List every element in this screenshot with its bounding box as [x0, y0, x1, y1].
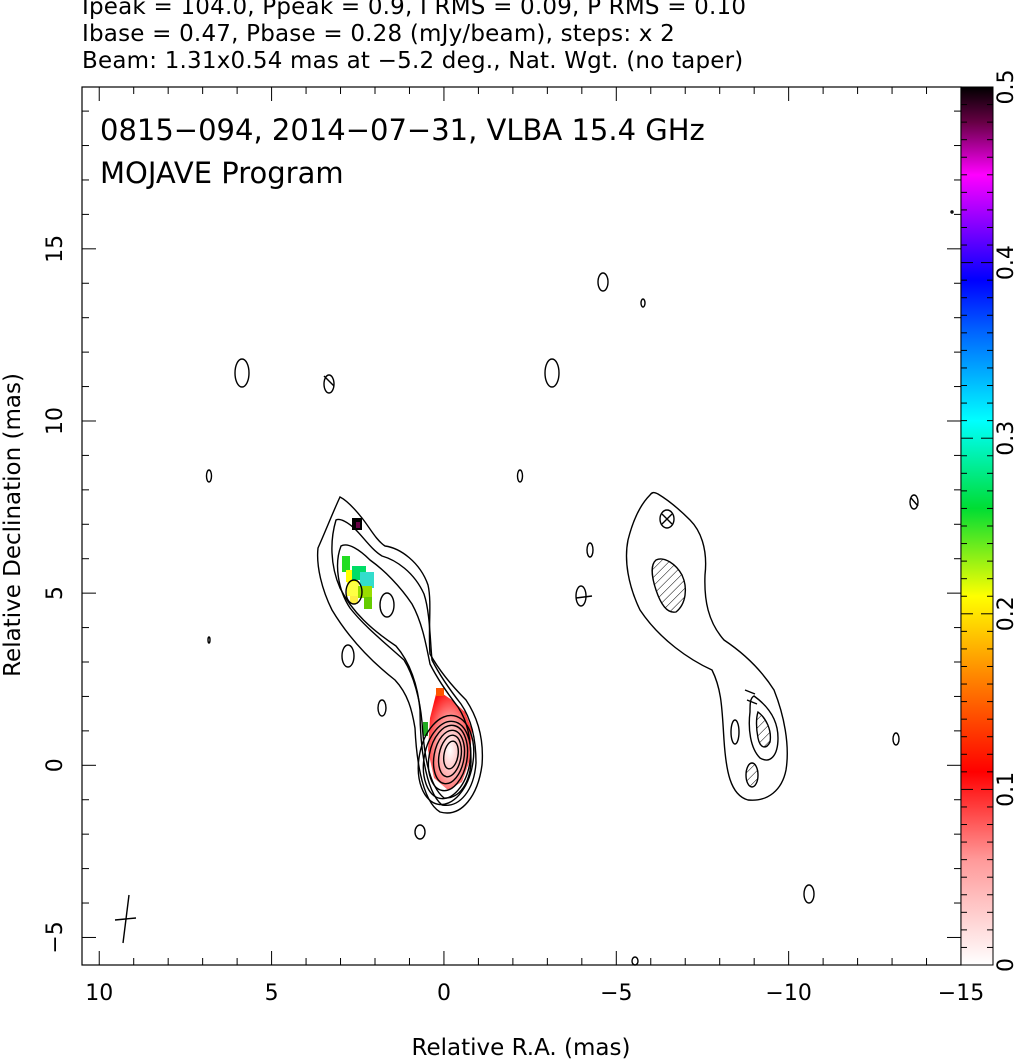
colorbar-tick-label: 0.1 — [994, 772, 1019, 807]
x-axis-label: Relative R.A. (mas) — [412, 1035, 631, 1060]
header-line-beam: Beam: 1.31x0.54 mas at −5.2 deg., Nat. W… — [82, 48, 744, 74]
colorbar-tick-label: 0.3 — [994, 421, 1019, 456]
beam-marker — [114, 894, 137, 944]
plot-frame — [81, 86, 962, 966]
colorbar-tick-label: 0 — [994, 958, 1019, 972]
secondary-contours — [625, 491, 788, 801]
y-tick-label: 5 — [43, 586, 68, 600]
x-tick-label: 0 — [437, 981, 451, 1006]
x-tick-label: −15 — [938, 981, 984, 1006]
y-axis-label: Relative Declination (mas) — [0, 373, 26, 677]
x-tick-label: −10 — [765, 981, 811, 1006]
y-tick-label: 10 — [43, 407, 68, 435]
y-tick-label: 15 — [43, 235, 68, 263]
chart-subtitle: MOJAVE Program — [100, 156, 344, 190]
x-tick-label: −5 — [600, 981, 632, 1006]
header-line-base: Ibase = 0.47, Pbase = 0.28 (mJy/beam), s… — [82, 21, 675, 47]
polarization-overlay — [342, 518, 472, 790]
y-tick-label: 0 — [43, 758, 68, 772]
x-tick-label: 5 — [265, 981, 279, 1006]
colorbar-tick-label: 0.2 — [994, 596, 1019, 631]
colorbar-tick-label: 0.5 — [994, 70, 1019, 105]
y-tick-label: −5 — [43, 921, 68, 953]
map-header: Ipeak = 104.0, Ppeak = 0.9, I RMS = 0.09… — [82, 0, 982, 75]
x-tick-label: 10 — [85, 981, 113, 1006]
intensity-contours — [205, 210, 954, 966]
colorbar-tick-label: 0.4 — [994, 245, 1019, 280]
header-line-intensity: Ipeak = 104.0, Ppeak = 0.9, I RMS = 0.09… — [82, 0, 747, 20]
chart-title: 0815−094, 2014−07−31, VLBA 15.4 GHz — [100, 113, 705, 147]
